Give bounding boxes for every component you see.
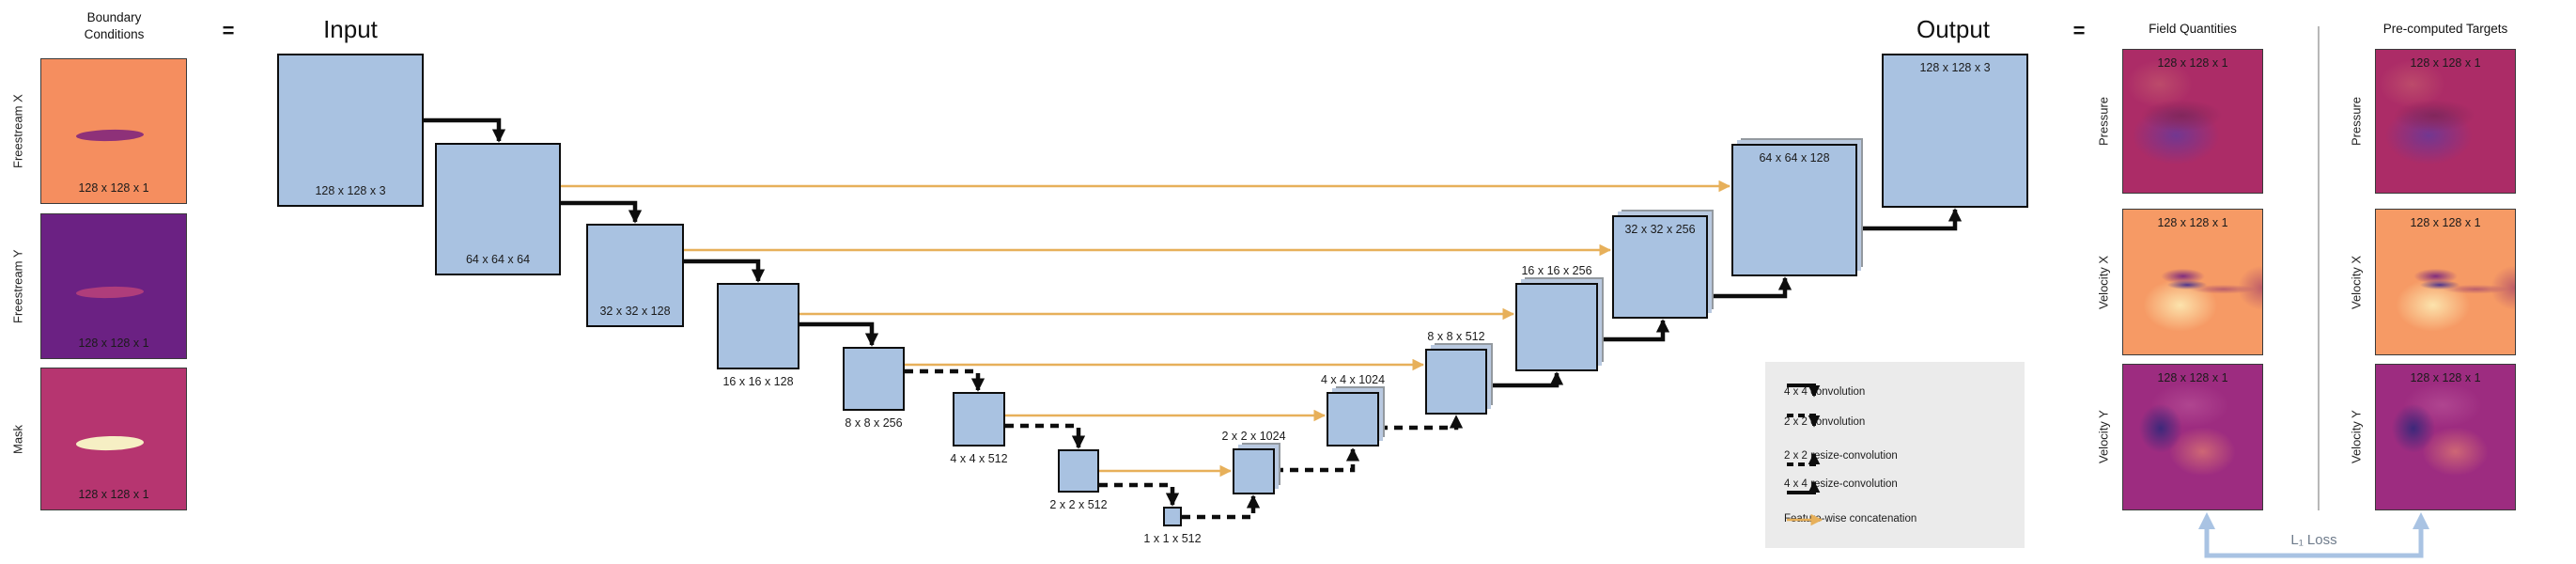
- resize-conv-up-arrow-10: [1487, 371, 1564, 388]
- unet-block-dims-6: 2 x 2 x 512: [1049, 498, 1108, 511]
- concat-right-arrow-icon: [1787, 513, 1823, 526]
- precomputed-targets-title: Pre-computed Targets: [2382, 22, 2508, 36]
- input-title: Input: [323, 15, 378, 43]
- unet-block-7: [1163, 507, 1182, 526]
- unet-block-10: [1425, 349, 1487, 415]
- unet-block-6: [1058, 449, 1099, 493]
- freestream-y-image: 128 x 128 x 1: [40, 213, 187, 359]
- equals-sign-left: =: [222, 19, 235, 42]
- legend-item-solid-down: 4 x 4 convolution: [1784, 380, 1865, 404]
- output-title: Output: [1916, 15, 1991, 43]
- unet-block-dims-12: 32 x 32 x 256: [1624, 223, 1696, 236]
- unet-block-dims-10: 8 x 8 x 512: [1427, 330, 1485, 343]
- resize-conv-up-arrow-11: [1598, 319, 1670, 342]
- conv-down-arrow-2: [684, 258, 766, 283]
- legend-item-label: 2 x 2 convolution: [1784, 416, 1866, 428]
- unet-block-dims-7: 1 x 1 x 512: [1143, 532, 1202, 545]
- dashed-up-arrow-icon: [1787, 452, 1821, 466]
- boundary-title-line1: Boundary: [86, 10, 142, 24]
- legend-item-label: 4 x 4 convolution: [1784, 386, 1866, 398]
- legend-item-dashed-down: 2 x 2 convolution: [1784, 410, 1865, 434]
- pt-velocity-y-dims: 128 x 128 x 1: [2410, 371, 2481, 384]
- unet-block-8: [1233, 448, 1275, 494]
- boundary-conditions-title: Boundary Conditions: [40, 9, 188, 42]
- resize-conv-up-arrow-8: [1275, 447, 1360, 473]
- fq-pressure-image: 128 x 128 x 1: [2122, 49, 2263, 194]
- fq-pressure-dims: 128 x 128 x 1: [2157, 56, 2228, 70]
- unet-block-dims-3: 16 x 16 x 128: [722, 375, 794, 388]
- pt-pressure-dims: 128 x 128 x 1: [2410, 56, 2481, 70]
- legend: 4 x 4 convolution 2 x 2 convolution 2 x 2 …: [1765, 362, 2025, 548]
- dashed-down-arrow-icon: [1787, 414, 1821, 428]
- legend-item-concat-right: Feature-wise concatenation: [1784, 507, 1916, 531]
- equals-sign-right: =: [2072, 19, 2086, 42]
- resize-conv-up-arrow-7: [1182, 494, 1261, 520]
- resize-conv-up-arrow-9: [1379, 415, 1464, 431]
- unet-block-dims-11: 16 x 16 x 256: [1521, 264, 1592, 277]
- resize-conv-up-arrow-12: [1708, 276, 1792, 299]
- unet-block-dims-13: 64 x 64 x 128: [1759, 151, 1830, 164]
- unet-block-13: [1731, 144, 1857, 276]
- unet-block-dims-0: 128 x 128 x 3: [315, 184, 386, 197]
- conv-down-arrow-0: [424, 118, 506, 143]
- unet-block-12: [1612, 215, 1708, 319]
- unet-block-1: [435, 143, 561, 275]
- mask-image: 128 x 128 x 1: [40, 368, 187, 510]
- unet-block-3: [717, 283, 799, 369]
- unet-block-2: [586, 224, 684, 327]
- unet-block-dims-4: 8 x 8 x 256: [845, 416, 903, 430]
- unet-block-dims-9: 4 x 4 x 1024: [1320, 373, 1386, 386]
- unet-block-11: [1515, 283, 1598, 371]
- solid-down-arrow-icon: [1787, 384, 1821, 398]
- mask-dims: 128 x 128 x 1: [78, 488, 149, 501]
- freestream-x-dims: 128 x 128 x 1: [78, 181, 149, 195]
- conv-down-arrow-5: [1005, 423, 1086, 449]
- l1-loss-arrowhead-0: [2198, 512, 2215, 529]
- conv-down-arrow-3: [799, 321, 879, 347]
- unet-block-dims-2: 32 x 32 x 128: [599, 305, 671, 318]
- fq-velocity-x-image: 128 x 128 x 1: [2122, 209, 2263, 355]
- unet-block-dims-1: 64 x 64 x 64: [465, 253, 531, 266]
- unet-block-4: [843, 347, 905, 411]
- unet-block-dims-8: 2 x 2 x 1024: [1221, 430, 1286, 443]
- pt-velocity-x-dims: 128 x 128 x 1: [2410, 216, 2481, 229]
- pt-velocity-y-image: 128 x 128 x 1: [2375, 364, 2516, 510]
- boundary-title-line2: Conditions: [84, 26, 145, 41]
- unet-block-0: [277, 54, 424, 207]
- unet-block-dims-14: 128 x 128 x 3: [1919, 61, 1991, 74]
- pt-pressure-image: 128 x 128 x 1: [2375, 49, 2516, 194]
- field-quantities-title: Field Quantities: [2149, 22, 2237, 36]
- unet-block-5: [953, 392, 1005, 446]
- freestream-y-dims: 128 x 128 x 1: [78, 337, 149, 350]
- conv-down-arrow-4: [905, 368, 985, 392]
- legend-item-solid-up: 4 x 4 resize-convolution: [1784, 472, 1898, 496]
- l1-loss-arrowhead-1: [2413, 512, 2429, 529]
- unet-block-14: [1882, 54, 2028, 208]
- fq-velocity-y-dims: 128 x 128 x 1: [2157, 371, 2228, 384]
- fq-velocity-y-image: 128 x 128 x 1: [2122, 364, 2263, 510]
- conv-down-arrow-1: [561, 200, 643, 224]
- column-divider: [2318, 26, 2320, 510]
- unet-block-9: [1327, 392, 1379, 446]
- l1-loss-label: L₁ Loss: [2290, 532, 2337, 548]
- l1-loss-bracket: [2204, 526, 2424, 558]
- pt-velocity-x-image: 128 x 128 x 1: [2375, 209, 2516, 355]
- fq-velocity-x-dims: 128 x 128 x 1: [2157, 216, 2228, 229]
- resize-conv-up-arrow-13: [1857, 208, 1963, 231]
- unet-block-dims-5: 4 x 4 x 512: [950, 452, 1008, 465]
- legend-item-dashed-up: 2 x 2 resize-convolution: [1784, 444, 1898, 468]
- solid-up-arrow-icon: [1787, 480, 1821, 494]
- freestream-x-image: 128 x 128 x 1: [40, 58, 187, 204]
